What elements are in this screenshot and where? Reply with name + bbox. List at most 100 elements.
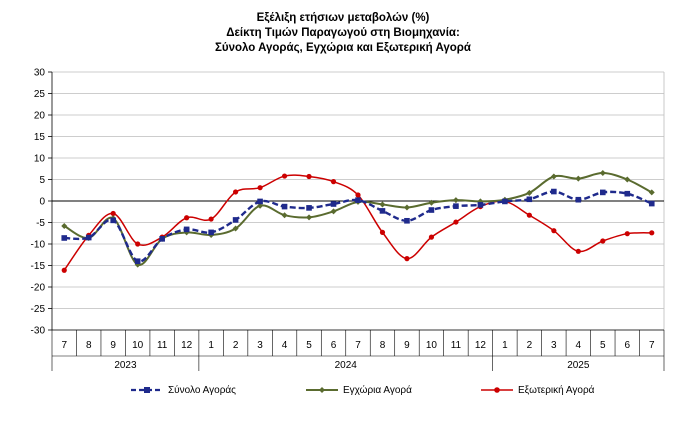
x-tick-label-month: 3 xyxy=(551,340,557,351)
data-point-total-market xyxy=(183,226,190,233)
data-point-foreign-market xyxy=(600,238,606,244)
x-tick-label-month: 8 xyxy=(380,340,386,351)
y-tick-label: 0 xyxy=(39,197,45,208)
x-tick-label-month: 11 xyxy=(157,340,168,351)
data-point-foreign-market xyxy=(110,210,116,217)
chart-title-line-3: Σύνολο Αγοράς, Εγχώρια και Εξωτερική Αγο… xyxy=(215,42,471,54)
y-tick-label: 30 xyxy=(34,68,46,79)
data-point-total-market xyxy=(208,229,214,236)
data-point-domestic-market xyxy=(232,225,239,232)
x-tick-label-month: 10 xyxy=(426,340,438,351)
data-point-total-market xyxy=(477,202,484,208)
data-point-domestic-market xyxy=(330,208,337,215)
data-point-total-market xyxy=(330,201,337,207)
data-point-domestic-market xyxy=(624,176,631,183)
data-point-foreign-market xyxy=(281,173,288,179)
data-point-domestic-market xyxy=(550,173,557,180)
x-tick-label-month: 1 xyxy=(208,340,214,351)
data-point-domestic-market xyxy=(599,170,606,177)
axes xyxy=(48,71,665,371)
data-point-foreign-market xyxy=(257,185,263,191)
data-point-domestic-market xyxy=(526,189,533,196)
y-tick-label: 25 xyxy=(34,89,46,100)
x-tick-label-month: 5 xyxy=(600,340,606,351)
x-tick-label-month: 5 xyxy=(306,340,312,351)
data-point-foreign-market xyxy=(453,219,459,225)
series-total-market xyxy=(61,188,655,264)
data-point-foreign-market xyxy=(526,212,532,218)
y-tick-label: 20 xyxy=(34,111,46,122)
chart-title-line-1: Εξέλιξη ετήσιων μεταβολών (%) xyxy=(256,12,430,24)
data-point-domestic-market xyxy=(306,214,313,221)
y-tick-label: -10 xyxy=(31,240,46,251)
x-tick-label-month: 4 xyxy=(282,340,288,351)
legend-item-foreign-market: Εξωτερική Αγορά xyxy=(480,380,594,400)
x-tick-label-month: 4 xyxy=(576,340,582,351)
data-point-foreign-market xyxy=(404,256,410,262)
legend-item-total-market: Σύνολο Αγοράς xyxy=(130,380,236,400)
data-point-foreign-market xyxy=(233,189,239,195)
x-tick-label-year: 2024 xyxy=(335,360,358,371)
x-tick-label-month: 12 xyxy=(181,340,193,351)
data-point-total-market xyxy=(379,208,386,214)
y-tick-label: -15 xyxy=(31,261,46,272)
legend-label-foreign-market: Εξωτερική Αγορά xyxy=(518,384,595,396)
data-point-total-market xyxy=(648,200,655,207)
data-point-foreign-market xyxy=(428,234,435,240)
data-point-foreign-market xyxy=(306,173,312,180)
data-point-total-market xyxy=(281,203,288,210)
x-tick-label-year: 2023 xyxy=(114,360,137,371)
data-point-foreign-market xyxy=(649,230,655,236)
legend-item-domestic-market: Εγχώρια Αγορά xyxy=(305,380,412,400)
data-point-total-market xyxy=(600,189,606,196)
x-tick-label-month: 1 xyxy=(502,340,508,351)
y-tick-label: 5 xyxy=(39,175,45,186)
data-point-foreign-market xyxy=(61,267,67,273)
y-tick-label: -20 xyxy=(31,283,46,294)
y-tick-label: 10 xyxy=(34,154,46,165)
data-point-total-market xyxy=(61,235,68,241)
data-point-total-market xyxy=(551,188,557,195)
x-tick-label-month: 2 xyxy=(233,340,239,351)
data-point-total-market xyxy=(134,258,141,264)
data-point-total-market xyxy=(355,197,361,203)
x-tick-label-month: 2 xyxy=(527,340,533,351)
x-tick-label-month: 9 xyxy=(404,340,410,351)
data-point-total-market xyxy=(159,236,165,242)
x-tick-label-month: 7 xyxy=(649,340,655,351)
x-tick-label-month: 10 xyxy=(132,340,144,351)
data-point-domestic-market xyxy=(428,199,435,206)
data-point-domestic-market xyxy=(379,201,386,208)
series-foreign-market xyxy=(61,173,655,273)
data-point-total-market xyxy=(232,217,239,223)
legend-swatch-domestic-market xyxy=(306,387,338,393)
data-series xyxy=(61,170,655,273)
data-point-total-market xyxy=(428,207,435,213)
data-point-foreign-market xyxy=(575,248,581,254)
y-axis-tick-labels: 30 25 20 15 10 5 0 -5 -10 -15 -20 -25 -30 xyxy=(31,68,46,337)
data-point-total-market xyxy=(110,217,116,224)
x-tick-label-month: 6 xyxy=(331,340,337,351)
legend-swatch-total-market xyxy=(131,387,163,393)
data-point-total-market xyxy=(306,205,312,211)
data-point-foreign-market xyxy=(551,228,557,234)
data-point-foreign-market xyxy=(624,231,630,237)
data-point-domestic-market xyxy=(281,212,288,219)
legend: Σύνολο Αγοράς Εγχώρια Αγορά Εξωτερική Αγ… xyxy=(0,380,686,400)
y-tick-label: -5 xyxy=(36,218,45,229)
y-tick-label: -30 xyxy=(31,326,46,337)
data-point-domestic-market xyxy=(648,189,655,196)
chart-title-line-2: Δείκτη Τιμών Παραγωγού στη Βιομηχανία: xyxy=(226,27,460,39)
data-point-total-market xyxy=(404,217,410,224)
data-point-foreign-market xyxy=(355,192,361,198)
data-point-domestic-market xyxy=(452,197,459,204)
x-tick-label-month: 7 xyxy=(61,340,67,351)
x-tick-label-month: 6 xyxy=(624,340,630,351)
data-point-domestic-market xyxy=(61,222,68,229)
legend-label-domestic-market: Εγχώρια Αγορά xyxy=(343,384,412,396)
data-point-total-market xyxy=(257,198,263,205)
data-point-total-market xyxy=(624,190,631,197)
x-tick-label-month: 12 xyxy=(475,340,487,351)
